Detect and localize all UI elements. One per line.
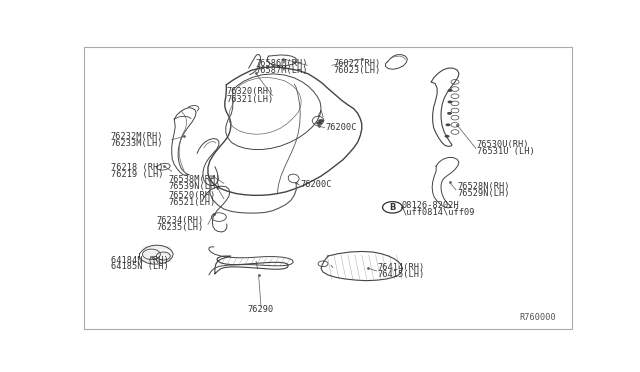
Text: 76321(LH): 76321(LH) bbox=[226, 94, 273, 103]
Text: 08126-8202H: 08126-8202H bbox=[401, 201, 459, 209]
Text: 76320(RH): 76320(RH) bbox=[226, 87, 273, 96]
Text: 76521(LH): 76521(LH) bbox=[168, 198, 216, 207]
Circle shape bbox=[447, 112, 452, 115]
Text: 76232M(RH): 76232M(RH) bbox=[111, 132, 163, 141]
Circle shape bbox=[447, 89, 452, 92]
Text: 76022(RH): 76022(RH) bbox=[333, 59, 380, 68]
Text: 76528N(RH): 76528N(RH) bbox=[457, 182, 509, 191]
Text: 76023(LH): 76023(LH) bbox=[333, 66, 380, 75]
Text: 76233M(LH): 76233M(LH) bbox=[111, 139, 163, 148]
Text: 76200C: 76200C bbox=[301, 180, 332, 189]
Text: 76415(LH): 76415(LH) bbox=[378, 270, 425, 279]
Text: R760000: R760000 bbox=[520, 314, 556, 323]
Text: \uff0814\uff09: \uff0814\uff09 bbox=[401, 208, 475, 217]
Text: 76539N(LH): 76539N(LH) bbox=[168, 182, 221, 191]
Circle shape bbox=[445, 135, 449, 138]
Text: 76219 (LH): 76219 (LH) bbox=[111, 170, 163, 179]
Text: 76520(RH): 76520(RH) bbox=[168, 191, 216, 200]
Circle shape bbox=[318, 119, 324, 122]
Text: 76538M(RH): 76538M(RH) bbox=[168, 175, 221, 185]
Text: 76218 (RH): 76218 (RH) bbox=[111, 163, 163, 172]
Circle shape bbox=[445, 124, 451, 126]
Text: 76414(RH): 76414(RH) bbox=[378, 263, 425, 272]
Text: 76200C: 76200C bbox=[326, 123, 357, 132]
Text: 76529N(LH): 76529N(LH) bbox=[457, 189, 509, 198]
Text: 76530U(RH): 76530U(RH) bbox=[477, 140, 529, 150]
Circle shape bbox=[447, 100, 452, 103]
Text: 76235(LH): 76235(LH) bbox=[157, 223, 204, 232]
Text: 76531U (LH): 76531U (LH) bbox=[477, 147, 534, 156]
Text: 76586M(RH): 76586M(RH) bbox=[255, 59, 308, 68]
Text: 64185N (LH): 64185N (LH) bbox=[111, 262, 168, 272]
Text: B: B bbox=[389, 203, 396, 212]
Text: 76587M(LH): 76587M(LH) bbox=[255, 66, 308, 75]
Text: 76234(RH): 76234(RH) bbox=[157, 216, 204, 225]
Circle shape bbox=[316, 121, 322, 125]
Text: 64184N (RH): 64184N (RH) bbox=[111, 256, 168, 264]
Text: 76290: 76290 bbox=[248, 305, 274, 314]
